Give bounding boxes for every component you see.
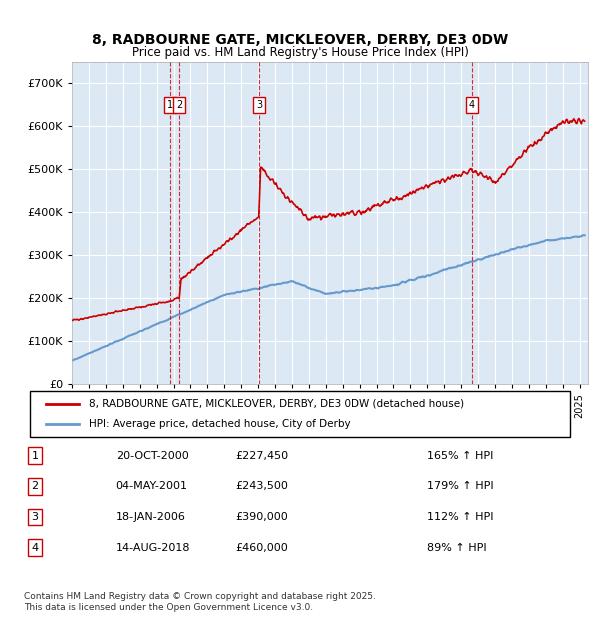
Text: 8, RADBOURNE GATE, MICKLEOVER, DERBY, DE3 0DW: 8, RADBOURNE GATE, MICKLEOVER, DERBY, DE… (92, 33, 508, 47)
Text: Contains HM Land Registry data © Crown copyright and database right 2025.
This d: Contains HM Land Registry data © Crown c… (24, 592, 376, 611)
Text: 1: 1 (32, 451, 38, 461)
Text: 2: 2 (31, 481, 38, 491)
Text: £390,000: £390,000 (236, 512, 289, 522)
Text: 165% ↑ HPI: 165% ↑ HPI (427, 451, 493, 461)
Text: 179% ↑ HPI: 179% ↑ HPI (427, 481, 493, 491)
Text: £243,500: £243,500 (236, 481, 289, 491)
Text: 4: 4 (469, 100, 475, 110)
Text: 89% ↑ HPI: 89% ↑ HPI (427, 542, 487, 552)
FancyBboxPatch shape (30, 391, 570, 437)
Text: HPI: Average price, detached house, City of Derby: HPI: Average price, detached house, City… (89, 419, 351, 429)
Text: £227,450: £227,450 (235, 451, 289, 461)
Text: 3: 3 (32, 512, 38, 522)
Text: 18-JAN-2006: 18-JAN-2006 (116, 512, 185, 522)
Text: 2: 2 (176, 100, 182, 110)
Text: 8, RADBOURNE GATE, MICKLEOVER, DERBY, DE3 0DW (detached house): 8, RADBOURNE GATE, MICKLEOVER, DERBY, DE… (89, 399, 464, 409)
Text: 112% ↑ HPI: 112% ↑ HPI (427, 512, 493, 522)
Text: Price paid vs. HM Land Registry's House Price Index (HPI): Price paid vs. HM Land Registry's House … (131, 46, 469, 59)
Text: 20-OCT-2000: 20-OCT-2000 (116, 451, 188, 461)
Text: 14-AUG-2018: 14-AUG-2018 (116, 542, 190, 552)
Text: 1: 1 (167, 100, 173, 110)
Text: 4: 4 (31, 542, 38, 552)
Text: £460,000: £460,000 (236, 542, 289, 552)
Text: 04-MAY-2001: 04-MAY-2001 (116, 481, 188, 491)
Text: 3: 3 (256, 100, 262, 110)
